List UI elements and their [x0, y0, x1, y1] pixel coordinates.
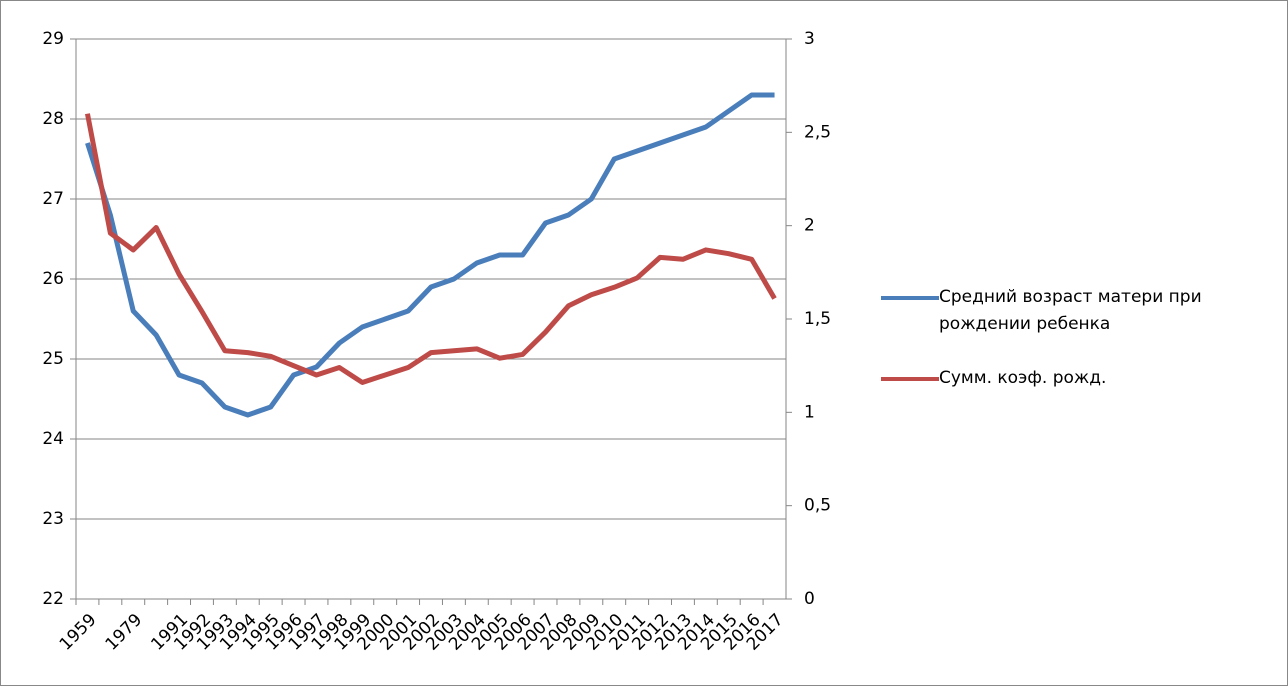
x-tick-label: 1959	[56, 610, 101, 655]
legend-entry: Средний возраст матери при рождении ребе…	[881, 284, 1259, 338]
y2-tick-label: 1	[804, 402, 815, 422]
y-tick-label: 25	[42, 349, 64, 369]
series-line	[84, 113, 777, 385]
y-tick-label: 23	[42, 509, 64, 529]
y2-tick-label: 0	[804, 589, 815, 609]
y2-tick-label: 1,5	[804, 309, 831, 329]
y2-tick-label: 2	[804, 216, 815, 236]
y-tick-label: 22	[42, 589, 64, 609]
legend-label: Средний возраст матери при рождении ребе…	[939, 287, 1202, 334]
y2-tick-label: 0,5	[804, 496, 831, 516]
y-tick-label: 24	[42, 429, 64, 449]
y-tick-label: 27	[42, 189, 64, 209]
series-line	[85, 92, 775, 418]
legend-swatch	[881, 296, 939, 300]
y-tick-label: 29	[42, 29, 64, 49]
y-tick-label: 28	[42, 109, 64, 129]
y2-tick-label: 3	[804, 29, 815, 49]
y2-tick-label: 2,5	[804, 122, 831, 142]
legend-entry: Сумм. коэф. рожд.	[881, 365, 1259, 392]
legend-swatch	[881, 377, 939, 381]
y-tick-label: 26	[42, 269, 64, 289]
legend-label: Сумм. коэф. рожд.	[939, 368, 1107, 388]
x-tick-label: 1979	[102, 610, 147, 655]
